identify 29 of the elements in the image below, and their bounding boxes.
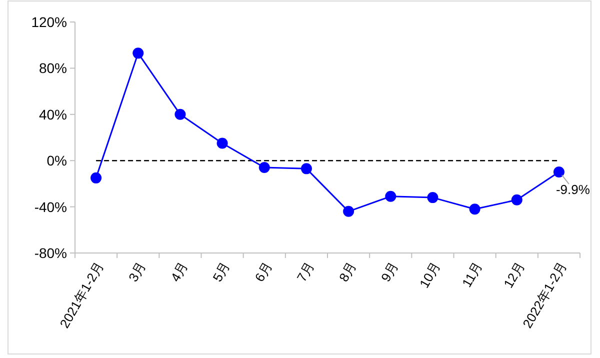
x-tick-label: 5月 [210, 259, 233, 284]
point [469, 204, 480, 215]
point [553, 166, 564, 178]
point [132, 48, 144, 59]
x-tick-label: 9月 [378, 259, 402, 284]
point [511, 194, 522, 206]
data-label: -9.9% [556, 182, 590, 198]
x-tick-label: 11月 [459, 259, 486, 290]
x-tick-label: 8月 [336, 259, 360, 284]
point [427, 192, 438, 204]
y-tick-label: -80% [34, 245, 67, 261]
y-tick-label: -40% [34, 198, 67, 215]
point [90, 172, 102, 184]
point [343, 206, 354, 217]
x-tick-label: 7月 [294, 259, 317, 284]
x-tick-label: 12月 [500, 259, 528, 291]
x-tick-label: 6月 [252, 259, 275, 284]
point [258, 162, 270, 174]
point [300, 163, 312, 174]
y-tick-label: 40% [38, 106, 67, 122]
y-tick-label: 0% [46, 152, 67, 169]
x-tick-label: 4月 [168, 259, 191, 284]
y-tick-label: 120% [31, 14, 67, 30]
x-tick-label: 10月 [416, 259, 444, 291]
point [216, 138, 228, 149]
y-tick-label: 80% [38, 60, 67, 76]
point [174, 108, 186, 120]
point [385, 190, 396, 202]
x-tick-label: 3月 [126, 259, 149, 284]
